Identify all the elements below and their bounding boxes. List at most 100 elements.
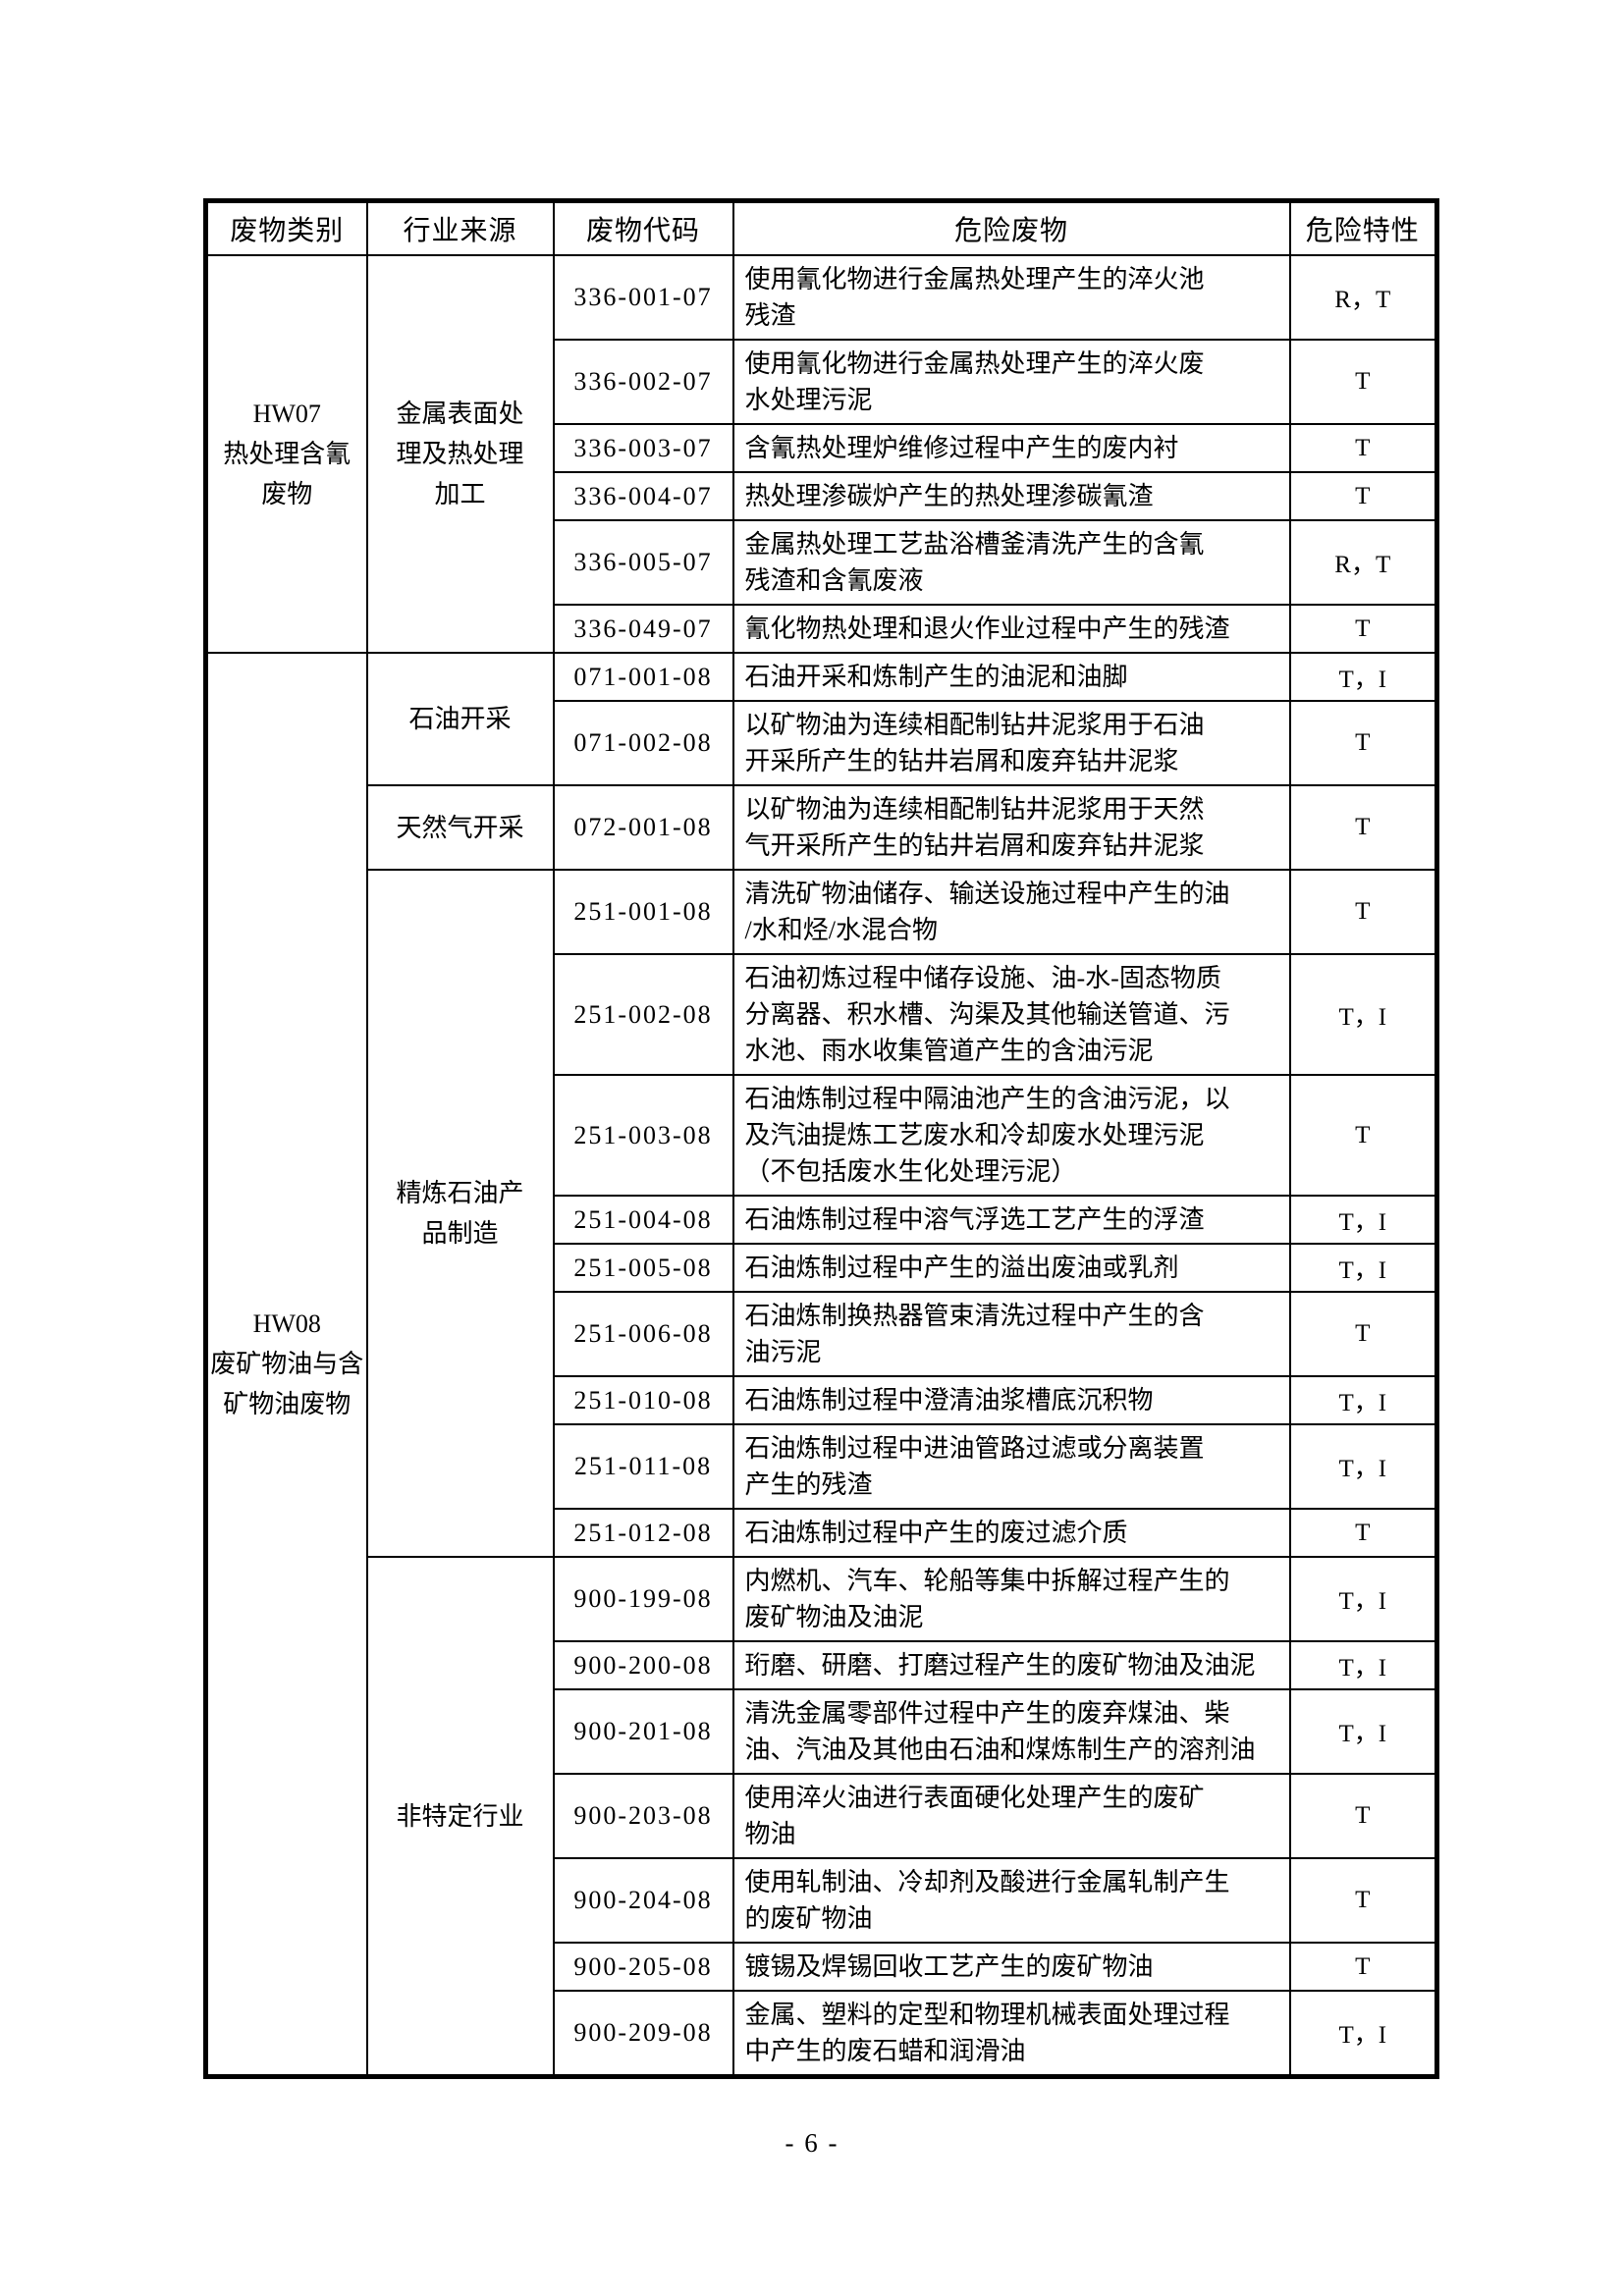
code-cell: 900-201-08 bbox=[552, 1688, 734, 1775]
waste-desc-cell: 石油炼制换热器管束清洗过程中产生的含 油污泥 bbox=[731, 1291, 1291, 1377]
trait-cell: T，I bbox=[1288, 1990, 1438, 2078]
trait-cell: T bbox=[1288, 1291, 1438, 1377]
trait-cell: R，T bbox=[1288, 254, 1438, 341]
trait-cell: T bbox=[1288, 1508, 1438, 1558]
trait-cell: T bbox=[1288, 700, 1438, 786]
code-cell: 336-004-07 bbox=[552, 471, 734, 521]
code-cell: 900-204-08 bbox=[552, 1857, 734, 1944]
table-row: 336-003-07 含氰热处理炉维修过程中产生的废内衬 T bbox=[206, 423, 1438, 473]
waste-desc-cell: 使用淬火油进行表面硬化处理产生的废矿 物油 bbox=[731, 1773, 1291, 1859]
table-row: 336-002-07 使用氰化物进行金属热处理产生的淬火废 水处理污泥 T bbox=[206, 339, 1438, 425]
trait-cell: T bbox=[1288, 423, 1438, 473]
code-cell: 336-003-07 bbox=[552, 423, 734, 473]
code-cell: 251-010-08 bbox=[552, 1375, 734, 1425]
column-header-industry: 行业来源 bbox=[365, 199, 555, 256]
trait-cell: T bbox=[1288, 1857, 1438, 1944]
page-number: - 6 - bbox=[785, 2128, 839, 2158]
waste-desc-cell: 内燃机、汽车、轮船等集中拆解过程产生的 废矿物油及油泥 bbox=[731, 1556, 1291, 1642]
code-cell: 900-203-08 bbox=[552, 1773, 734, 1859]
trait-cell: T，I bbox=[1288, 1375, 1438, 1425]
waste-desc-cell: 热处理渗碳炉产生的热处理渗碳氰渣 bbox=[731, 471, 1291, 521]
table-row: 天然气开采 072-001-08 以矿物油为连续相配制钻井泥浆用于天然 气开采所… bbox=[206, 784, 1438, 871]
table-row: 900-205-08 镀锡及焊锡回收工艺产生的废矿物油 T bbox=[206, 1942, 1438, 1992]
table-row: 336-005-07 金属热处理工艺盐浴槽釜清洗产生的含氰 残渣和含氰废液 R，… bbox=[206, 519, 1438, 606]
table-header-row: 废物类别 行业来源 废物代码 危险废物 危险特性 bbox=[204, 199, 1438, 256]
code-cell: 900-200-08 bbox=[552, 1640, 734, 1690]
code-cell: 336-002-07 bbox=[552, 339, 734, 425]
table-row: 非特定行业 900-199-08 内燃机、汽车、轮船等集中拆解过程产生的 废矿物… bbox=[206, 1556, 1438, 2078]
table-row: HW08 废矿物油与含 矿物油废物 石油开采 071-001-08 石油开采和炼… bbox=[204, 652, 1438, 2078]
column-header-trait: 危险特性 bbox=[1288, 199, 1438, 256]
code-cell: 251-005-08 bbox=[552, 1243, 734, 1293]
waste-desc-cell: 以矿物油为连续相配制钻井泥浆用于石油 开采所产生的钻井岩屑和废弃钻井泥浆 bbox=[731, 700, 1291, 786]
table-row: 251-010-08 石油炼制过程中澄清油浆槽底沉积物 T，I bbox=[206, 1375, 1438, 1425]
trait-cell: T bbox=[1288, 784, 1438, 871]
table-row: 336-004-07 热处理渗碳炉产生的热处理渗碳氰渣 T bbox=[206, 471, 1438, 521]
table-row: 251-006-08 石油炼制换热器管束清洗过程中产生的含 油污泥 T bbox=[206, 1291, 1438, 1377]
code-cell: 900-199-08 bbox=[552, 1556, 734, 1642]
category-cell-hw07: HW07 热处理含氰 废物 bbox=[204, 254, 368, 654]
trait-cell: T bbox=[1288, 869, 1438, 955]
waste-desc-cell: 以矿物油为连续相配制钻井泥浆用于天然 气开采所产生的钻井岩屑和废弃钻井泥浆 bbox=[731, 784, 1291, 871]
code-cell: 900-209-08 bbox=[552, 1990, 734, 2078]
code-cell: 251-002-08 bbox=[552, 953, 734, 1076]
code-cell: 336-001-07 bbox=[552, 254, 734, 341]
code-cell: 251-001-08 bbox=[552, 869, 734, 955]
waste-desc-cell: 珩磨、研磨、打磨过程产生的废矿物油及油泥 bbox=[731, 1640, 1291, 1690]
industry-cell: 金属表面处 理及热处理 加工 bbox=[365, 254, 555, 654]
table-row: 精炼石油产 品制造 251-001-08 清洗矿物油储存、输送设施过程中产生的油… bbox=[206, 869, 1438, 1558]
trait-cell: T，I bbox=[1288, 1243, 1438, 1293]
waste-desc-cell: 石油开采和炼制产生的油泥和油脚 bbox=[731, 652, 1291, 702]
code-cell: 251-011-08 bbox=[552, 1423, 734, 1510]
trait-cell: R，T bbox=[1288, 519, 1438, 606]
trait-cell: T，I bbox=[1288, 953, 1438, 1076]
table-row: 251-002-08 石油初炼过程中储存设施、油-水-固态物质 分离器、积水槽、… bbox=[206, 953, 1438, 1076]
industry-cell: 精炼石油产 品制造 bbox=[365, 869, 555, 1558]
table-row: 251-012-08 石油炼制过程中产生的废过滤介质 T bbox=[206, 1508, 1438, 1558]
trait-cell: T bbox=[1288, 339, 1438, 425]
waste-desc-cell: 石油炼制过程中隔油池产生的含油污泥，以 及汽油提炼工艺废水和冷却废水处理污泥 （… bbox=[731, 1074, 1291, 1197]
table-row: 900-209-08 金属、塑料的定型和物理机械表面处理过程 中产生的废石蜡和润… bbox=[206, 1990, 1438, 2078]
column-header-code: 废物代码 bbox=[552, 199, 734, 256]
table-row: 251-004-08 石油炼制过程中溶气浮选工艺产生的浮渣 T，I bbox=[206, 1195, 1438, 1245]
column-header-category: 废物类别 bbox=[204, 199, 368, 256]
waste-desc-cell: 石油炼制过程中进油管路过滤或分离装置 产生的残渣 bbox=[731, 1423, 1291, 1510]
waste-desc-cell: 含氰热处理炉维修过程中产生的废内衬 bbox=[731, 423, 1291, 473]
waste-desc-cell: 使用氰化物进行金属热处理产生的淬火池 残渣 bbox=[731, 254, 1291, 341]
category-cell-hw08: HW08 废矿物油与含 矿物油废物 bbox=[204, 652, 368, 2078]
table-row: HW07 热处理含氰 废物 金属表面处 理及热处理 加工 336-001-07 … bbox=[204, 254, 1438, 654]
code-cell: 251-003-08 bbox=[552, 1074, 734, 1197]
waste-desc-cell: 镀锡及焊锡回收工艺产生的废矿物油 bbox=[731, 1942, 1291, 1992]
waste-desc-cell: 石油初炼过程中储存设施、油-水-固态物质 分离器、积水槽、沟渠及其他输送管道、污… bbox=[731, 953, 1291, 1076]
waste-desc-cell: 使用氰化物进行金属热处理产生的淬火废 水处理污泥 bbox=[731, 339, 1291, 425]
trait-cell: T bbox=[1288, 1074, 1438, 1197]
waste-desc-cell: 石油炼制过程中澄清油浆槽底沉积物 bbox=[731, 1375, 1291, 1425]
column-header-waste: 危险废物 bbox=[731, 199, 1291, 256]
waste-desc-cell: 清洗矿物油储存、输送设施过程中产生的油 /水和烃/水混合物 bbox=[731, 869, 1291, 955]
hazardous-waste-table: 废物类别 行业来源 废物代码 危险废物 危险特性 HW07 热处理含氰 废物 金… bbox=[203, 198, 1439, 2079]
waste-desc-cell: 使用轧制油、冷却剂及酸进行金属轧制产生 的废矿物油 bbox=[731, 1857, 1291, 1944]
trait-cell: T bbox=[1288, 604, 1438, 654]
industry-cell: 天然气开采 bbox=[365, 784, 555, 871]
trait-cell: T，I bbox=[1288, 652, 1438, 702]
trait-cell: T，I bbox=[1288, 1423, 1438, 1510]
code-cell: 072-001-08 bbox=[552, 784, 734, 871]
table-row: 900-204-08 使用轧制油、冷却剂及酸进行金属轧制产生 的废矿物油 T bbox=[206, 1857, 1438, 1944]
table-row: 900-200-08 珩磨、研磨、打磨过程产生的废矿物油及油泥 T，I bbox=[206, 1640, 1438, 1690]
table-row: 251-005-08 石油炼制过程中产生的溢出废油或乳剂 T，I bbox=[206, 1243, 1438, 1293]
table-row: 336-049-07 氰化物热处理和退火作业过程中产生的残渣 T bbox=[206, 604, 1438, 654]
waste-desc-cell: 氰化物热处理和退火作业过程中产生的残渣 bbox=[731, 604, 1291, 654]
trait-cell: T，I bbox=[1288, 1556, 1438, 1642]
industry-cell: 非特定行业 bbox=[365, 1556, 555, 2078]
trait-cell: T bbox=[1288, 1773, 1438, 1859]
waste-desc-cell: 金属、塑料的定型和物理机械表面处理过程 中产生的废石蜡和润滑油 bbox=[731, 1990, 1291, 2078]
table-row: 251-003-08 石油炼制过程中隔油池产生的含油污泥，以 及汽油提炼工艺废水… bbox=[206, 1074, 1438, 1197]
code-cell: 251-012-08 bbox=[552, 1508, 734, 1558]
table-row: 251-011-08 石油炼制过程中进油管路过滤或分离装置 产生的残渣 T，I bbox=[206, 1423, 1438, 1510]
industry-cell: 石油开采 bbox=[365, 652, 555, 786]
trait-cell: T，I bbox=[1288, 1195, 1438, 1245]
code-cell: 251-006-08 bbox=[552, 1291, 734, 1377]
waste-desc-cell: 石油炼制过程中溶气浮选工艺产生的浮渣 bbox=[731, 1195, 1291, 1245]
trait-cell: T，I bbox=[1288, 1640, 1438, 1690]
